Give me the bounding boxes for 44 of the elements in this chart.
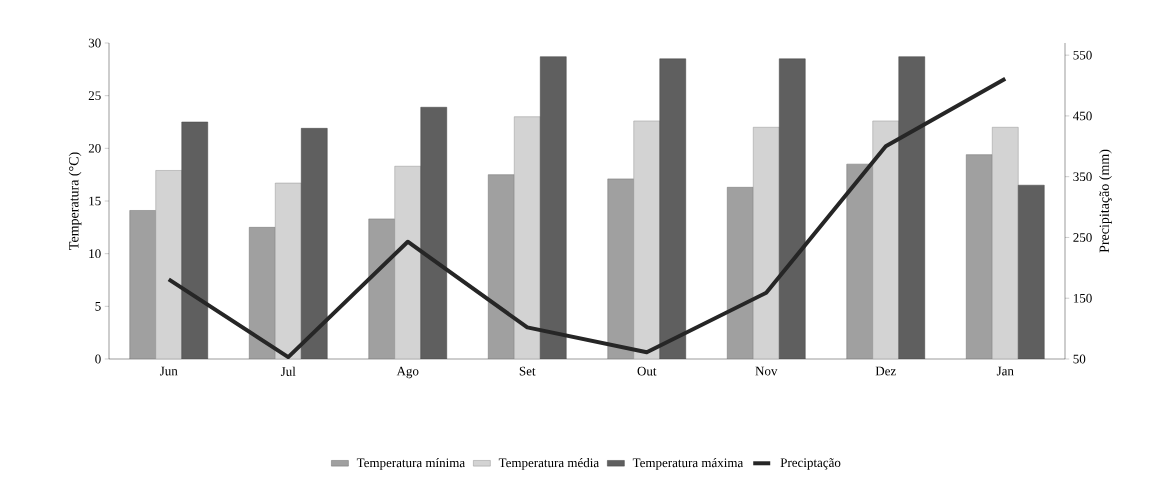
- y2-tick-label: 350: [1073, 172, 1092, 182]
- y-tick-label: 25: [88, 91, 101, 101]
- bar: [181, 121, 208, 359]
- y2-axis-title: Precipitação (mm): [1099, 149, 1112, 253]
- bar: [394, 165, 421, 359]
- bar: [514, 116, 541, 359]
- bar: [1018, 184, 1045, 359]
- bar: [155, 170, 182, 359]
- y-tick-label: 10: [89, 249, 101, 259]
- y-tick-label: 20: [88, 143, 101, 153]
- x-tick-label: Ago: [396, 366, 419, 379]
- bar: [301, 128, 328, 359]
- bar: [633, 120, 661, 359]
- bar: [872, 120, 900, 359]
- x-tick-label: Set: [519, 366, 536, 376]
- bar: [275, 182, 302, 359]
- legend-label: Temperatura máxima: [632, 458, 744, 470]
- bar: [779, 58, 806, 359]
- y-axis-title: Temperatura (°C): [68, 152, 82, 250]
- bar: [659, 58, 687, 359]
- y2-tick-label: 150: [1073, 293, 1092, 303]
- y2-tick-label: 550: [1073, 50, 1092, 60]
- y-tick-label: 0: [95, 354, 101, 364]
- line-series: [166, 76, 1008, 359]
- bar: [898, 56, 926, 359]
- x-tick-label: Out: [637, 366, 657, 376]
- x-tick-label: Jan: [996, 366, 1014, 376]
- legend-label: Temperatura média: [498, 458, 599, 470]
- x-tick-label: Dez: [875, 366, 896, 376]
- x-tick-label: Jul: [280, 366, 296, 376]
- legend-label: Preciptação: [780, 458, 841, 470]
- bar: [753, 127, 780, 359]
- y-tick-label: 30: [88, 38, 101, 48]
- x-tick-label: Jun: [159, 366, 178, 376]
- bar: [992, 127, 1019, 359]
- x-tick-label: Nov: [755, 366, 778, 376]
- bar: [420, 107, 447, 359]
- y-tick-label: 5: [95, 302, 101, 311]
- y-tick-label: 15: [89, 196, 101, 206]
- bar: [540, 56, 567, 359]
- y2-tick-label: 450: [1073, 111, 1092, 121]
- y2-tick-label: 50: [1073, 354, 1086, 364]
- legend-label: Temperatura mínima: [356, 458, 465, 470]
- y2-tick-label: 250: [1073, 233, 1092, 242]
